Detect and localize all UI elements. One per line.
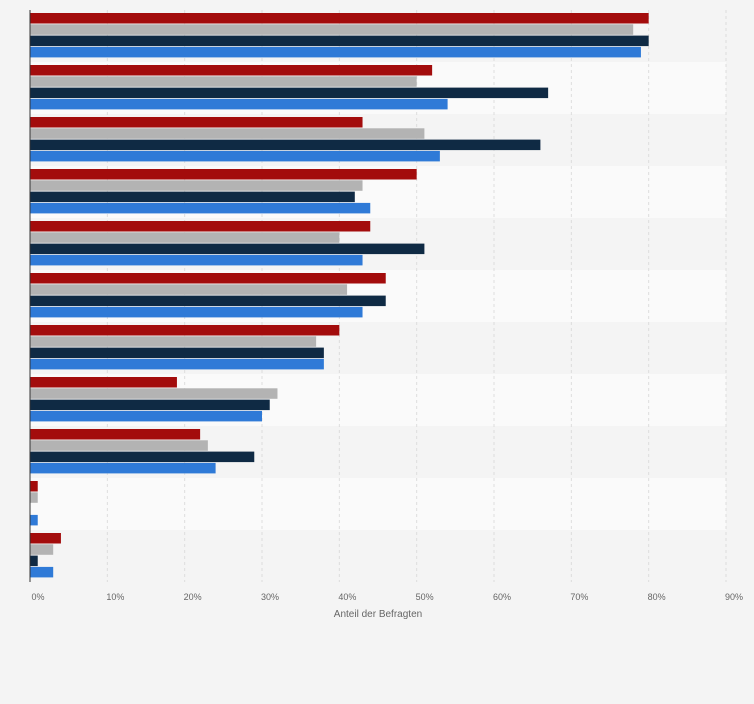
bar	[30, 284, 348, 295]
x-tick-label: 50%	[416, 592, 434, 602]
bar	[30, 429, 201, 440]
bar	[30, 243, 425, 255]
bar	[30, 295, 386, 307]
category-band	[30, 478, 726, 530]
x-tick-label: 60%	[493, 592, 511, 602]
x-tick-label: 30%	[261, 592, 279, 602]
bar	[30, 336, 317, 347]
bar	[30, 139, 541, 151]
bar	[30, 128, 425, 139]
bar	[30, 440, 208, 451]
bar	[30, 566, 54, 578]
bar	[30, 76, 417, 87]
x-tick-label: 0%	[31, 592, 44, 602]
x-axis-label: Anteil der Befragten	[334, 609, 422, 620]
bar	[30, 481, 38, 492]
gridlines	[106, 10, 727, 582]
x-tick-label: 90%	[725, 592, 743, 602]
bar	[30, 35, 649, 47]
bar	[30, 169, 417, 180]
bar	[30, 221, 371, 232]
bar	[30, 377, 177, 388]
bar	[30, 388, 278, 399]
bar	[30, 180, 363, 191]
bar	[30, 544, 54, 555]
bar	[30, 117, 363, 128]
bar	[30, 254, 363, 266]
category-band	[30, 530, 726, 582]
x-tick-label: 80%	[648, 592, 666, 602]
bars	[30, 13, 649, 578]
x-tick-label: 70%	[570, 592, 588, 602]
bar	[30, 98, 448, 110]
bar	[30, 191, 355, 203]
bar	[30, 462, 216, 474]
bar	[30, 492, 38, 503]
bar	[30, 65, 433, 76]
bar	[30, 150, 440, 162]
bar	[30, 232, 340, 243]
x-tick-label: 10%	[106, 592, 124, 602]
x-tick-label: 20%	[184, 592, 202, 602]
bar	[30, 410, 262, 422]
bar	[30, 24, 634, 35]
bar	[30, 325, 340, 336]
bar	[30, 202, 371, 214]
bar	[30, 87, 549, 99]
x-tick-label: 40%	[338, 592, 356, 602]
bar	[30, 555, 38, 567]
bar	[30, 347, 324, 359]
bar	[30, 533, 61, 544]
x-axis-ticks: 0% 10% 20% 30% 40% 50% 60% 70% 80% 90%	[31, 592, 743, 602]
bar	[30, 358, 324, 370]
bar	[30, 514, 38, 526]
bar	[30, 46, 641, 58]
bar	[30, 451, 255, 463]
bar	[30, 306, 363, 318]
bar	[30, 399, 270, 411]
bar	[30, 273, 386, 284]
bar	[30, 13, 649, 24]
